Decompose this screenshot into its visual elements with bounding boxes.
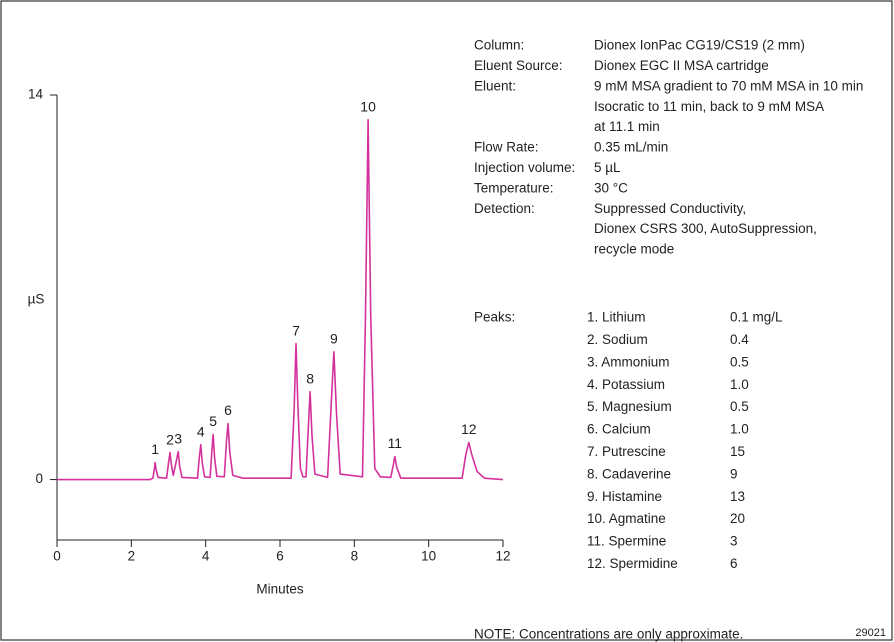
peak-name: 8. Cadaverine <box>587 466 671 481</box>
peak-label: 9 <box>330 331 338 347</box>
peak-label: 2 <box>166 431 174 447</box>
peak-label: 7 <box>292 322 300 338</box>
peak-name: 2. Sodium <box>587 332 648 347</box>
figure-id: 29021 <box>855 627 886 639</box>
peak-concentration: 0.1 mg/L <box>730 310 783 325</box>
peak-name: 9. Histamine <box>587 489 662 504</box>
peak-label: 6 <box>224 402 232 418</box>
peak-label: 8 <box>306 370 314 386</box>
condition-value: 30 °C <box>594 180 628 195</box>
x-tick-label: 4 <box>202 549 210 564</box>
x-tick-label: 2 <box>128 549 136 564</box>
condition-label: Temperature: <box>474 180 554 195</box>
peak-concentration: 1.0 <box>730 377 749 392</box>
chromatogram-line <box>57 118 504 481</box>
condition-value: at 11.1 min <box>594 119 660 134</box>
peak-name: 4. Potassium <box>587 377 665 392</box>
peak-name: 12. Spermidine <box>587 556 678 571</box>
peak-name: 6. Calcium <box>587 422 651 437</box>
peak-concentration: 0.4 <box>730 332 749 347</box>
peak-concentration: 13 <box>730 489 745 504</box>
peak-name: 11. Spermine <box>587 534 666 549</box>
peak-label: 12 <box>461 421 477 437</box>
condition-value: recycle mode <box>594 242 674 257</box>
condition-value: Dionex EGC II MSA cartridge <box>594 58 769 73</box>
peak-label: 11 <box>388 435 403 451</box>
peak-concentration: 3 <box>730 534 738 549</box>
peak-table-title: Peaks: <box>474 310 515 325</box>
condition-label: Eluent Source: <box>474 58 563 73</box>
peak-concentration: 0.5 <box>730 354 749 369</box>
x-tick-label: 8 <box>351 549 359 564</box>
condition-value: 5 µL <box>594 160 621 175</box>
x-tick-label: 12 <box>495 549 510 564</box>
note: NOTE: Concentrations are only approximat… <box>474 627 743 642</box>
condition-value: Suppressed Conductivity, <box>594 201 746 216</box>
peak-label: 5 <box>209 413 217 429</box>
condition-value: Isocratic to 11 min, back to 9 mM MSA <box>594 99 824 114</box>
peak-name: 10. Agmatine <box>587 511 666 526</box>
peak-concentration: 0.5 <box>730 399 749 414</box>
condition-value: Dionex IonPac CG19/CS19 (2 mm) <box>594 38 805 53</box>
y-tick-label: 0 <box>35 471 43 486</box>
condition-label: Eluent: <box>474 78 516 93</box>
y-tick-label: 14 <box>28 87 44 102</box>
peak-concentration: 6 <box>730 556 738 571</box>
peak-label: 10 <box>360 98 376 114</box>
peak-concentration: 15 <box>730 444 745 459</box>
peak-label: 4 <box>197 423 205 439</box>
condition-label: Detection: <box>474 201 535 216</box>
condition-value: Dionex CSRS 300, AutoSuppression, <box>594 221 817 236</box>
peak-label: 1 <box>151 441 159 457</box>
peak-concentration: 20 <box>730 511 745 526</box>
condition-label: Injection volume: <box>474 160 575 175</box>
peak-name: 1. Lithium <box>587 310 646 325</box>
y-axis-label: µS <box>28 292 45 307</box>
peak-name: 7. Putrescine <box>587 444 666 459</box>
condition-label: Flow Rate: <box>474 140 539 155</box>
x-tick-label: 10 <box>421 549 436 564</box>
x-tick-label: 0 <box>53 549 61 564</box>
x-axis-label: Minutes <box>256 582 304 597</box>
peak-label: 3 <box>174 430 182 446</box>
peak-name: 5. Magnesium <box>587 399 672 414</box>
peak-concentration: 1.0 <box>730 422 749 437</box>
x-tick-label: 6 <box>276 549 284 564</box>
peak-concentration: 9 <box>730 466 738 481</box>
peak-name: 3. Ammonium <box>587 354 670 369</box>
condition-value: 9 mM MSA gradient to 70 mM MSA in 10 min <box>594 78 863 93</box>
condition-label: Column: <box>474 38 524 53</box>
condition-value: 0.35 mL/min <box>594 140 668 155</box>
